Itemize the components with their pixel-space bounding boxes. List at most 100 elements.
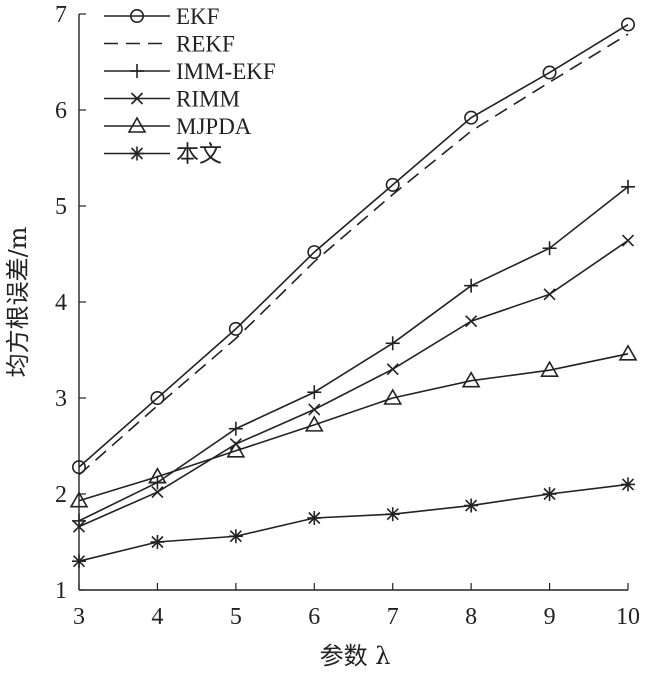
x-marker-b bbox=[308, 403, 321, 416]
data-point-- bbox=[228, 529, 243, 544]
legend-marker bbox=[127, 116, 147, 133]
x-tick-label: 8 bbox=[465, 604, 477, 630]
series-layer bbox=[69, 17, 638, 569]
series-ekf bbox=[72, 17, 635, 475]
legend-label: IMM-EKF bbox=[176, 59, 276, 84]
legend-marker bbox=[130, 9, 145, 23]
y-tick-label: 3 bbox=[55, 386, 67, 412]
x-tick-label: 3 bbox=[73, 604, 85, 630]
data-point-ekf bbox=[307, 245, 322, 260]
data-point-- bbox=[464, 498, 479, 513]
y-tick-label: 1 bbox=[55, 578, 67, 604]
y-axis-title: 均方根误差/m bbox=[4, 226, 32, 377]
data-point-- bbox=[72, 554, 86, 569]
data-point-mjpda bbox=[618, 344, 638, 361]
asterisk-marker-b bbox=[72, 555, 86, 568]
legend-label: EKF bbox=[176, 4, 219, 29]
data-point-ekf bbox=[385, 177, 400, 192]
data-point-rimm bbox=[151, 486, 164, 499]
asterisk-marker-b bbox=[621, 478, 635, 491]
x-marker-b bbox=[130, 92, 144, 105]
legend-marker bbox=[130, 92, 144, 105]
series-line-mjpda bbox=[78, 353, 629, 502]
data-point-ekf bbox=[620, 17, 635, 32]
data-point-ekf bbox=[464, 110, 479, 125]
data-point-rimm bbox=[543, 288, 556, 301]
x-marker-b bbox=[543, 288, 556, 301]
asterisk-marker-b bbox=[386, 508, 399, 521]
data-point-ekf bbox=[542, 65, 557, 80]
data-point-rimm bbox=[465, 315, 478, 328]
data-point-imm-ekf bbox=[228, 421, 243, 436]
x-axis-title: 参数 λ bbox=[320, 642, 391, 670]
y-tick-label: 6 bbox=[55, 98, 67, 124]
x-marker-b bbox=[621, 234, 635, 247]
x-marker-b bbox=[151, 486, 164, 499]
x-marker-b bbox=[465, 315, 478, 328]
series-line-ekf bbox=[78, 23, 629, 468]
data-point-mjpda bbox=[69, 491, 89, 508]
x-tick-label: 9 bbox=[544, 604, 556, 630]
series-mjpda bbox=[69, 344, 638, 508]
legend-item-mjpda: MJPDA bbox=[104, 114, 252, 139]
axes: 3 4 5 6 7 8 9 10 1 2 3 4 5 6 7 bbox=[55, 2, 640, 630]
x-tick-label: 5 bbox=[230, 604, 242, 630]
data-point-mjpda bbox=[461, 371, 481, 388]
series-line-- bbox=[78, 483, 629, 562]
data-point-imm-ekf bbox=[621, 179, 635, 194]
legend-item-imm-ekf: IMM-EKF bbox=[104, 59, 276, 84]
data-point-ekf bbox=[72, 460, 87, 475]
data-point-rimm bbox=[386, 363, 399, 376]
data-point-imm-ekf bbox=[464, 278, 479, 293]
legend-marker bbox=[130, 146, 144, 161]
data-point-- bbox=[542, 487, 557, 501]
y-tick-label: 5 bbox=[55, 194, 67, 220]
asterisk-marker-b bbox=[229, 530, 242, 543]
asterisk-marker-b bbox=[308, 511, 321, 525]
data-point-rimm bbox=[72, 520, 86, 533]
data-point-mjpda bbox=[540, 360, 559, 377]
data-point-ekf bbox=[228, 321, 243, 336]
data-point-imm-ekf bbox=[542, 241, 557, 256]
legend-item-rekf: REKF bbox=[104, 32, 235, 57]
series-- bbox=[72, 477, 635, 569]
data-point-imm-ekf bbox=[385, 336, 400, 351]
data-point-mjpda bbox=[304, 415, 324, 432]
x-marker-b bbox=[72, 520, 86, 533]
data-point-mjpda bbox=[148, 467, 167, 484]
series-line-rekf bbox=[78, 33, 629, 476]
asterisk-marker-b bbox=[543, 487, 556, 501]
x-marker-b bbox=[386, 363, 399, 376]
legend-label: REKF bbox=[176, 32, 235, 57]
legend-marker bbox=[130, 64, 144, 78]
x-tick-label: 7 bbox=[387, 604, 399, 630]
y-tick-label: 2 bbox=[55, 482, 67, 508]
data-point-rimm bbox=[621, 234, 635, 247]
y-tick-label: 7 bbox=[55, 2, 67, 28]
asterisk-marker-b bbox=[465, 499, 478, 512]
y-tick-label: 4 bbox=[55, 290, 67, 316]
x-tick-label: 4 bbox=[151, 604, 163, 630]
legend-label: MJPDA bbox=[176, 114, 252, 139]
data-point-mjpda bbox=[226, 441, 246, 458]
x-tick-label: 10 bbox=[616, 604, 640, 630]
data-point-- bbox=[307, 511, 322, 525]
data-point-ekf bbox=[150, 390, 165, 405]
legend-item-rimm: RIMM bbox=[104, 87, 240, 112]
series-imm-ekf bbox=[72, 179, 635, 528]
data-point-- bbox=[150, 535, 165, 549]
data-point-mjpda bbox=[383, 388, 403, 405]
data-point-rimm bbox=[308, 403, 321, 416]
series-rekf bbox=[78, 33, 629, 476]
legend-label: RIMM bbox=[176, 87, 240, 112]
series-line-imm-ekf bbox=[78, 186, 629, 522]
asterisk-marker-b bbox=[151, 535, 164, 549]
legend-label: 本文 bbox=[176, 142, 222, 167]
asterisk-marker-b bbox=[130, 147, 144, 160]
legend-item--: 本文 bbox=[104, 142, 222, 167]
data-point-- bbox=[385, 507, 400, 522]
legend-item-ekf: EKF bbox=[104, 4, 219, 29]
data-point-imm-ekf bbox=[307, 385, 322, 400]
